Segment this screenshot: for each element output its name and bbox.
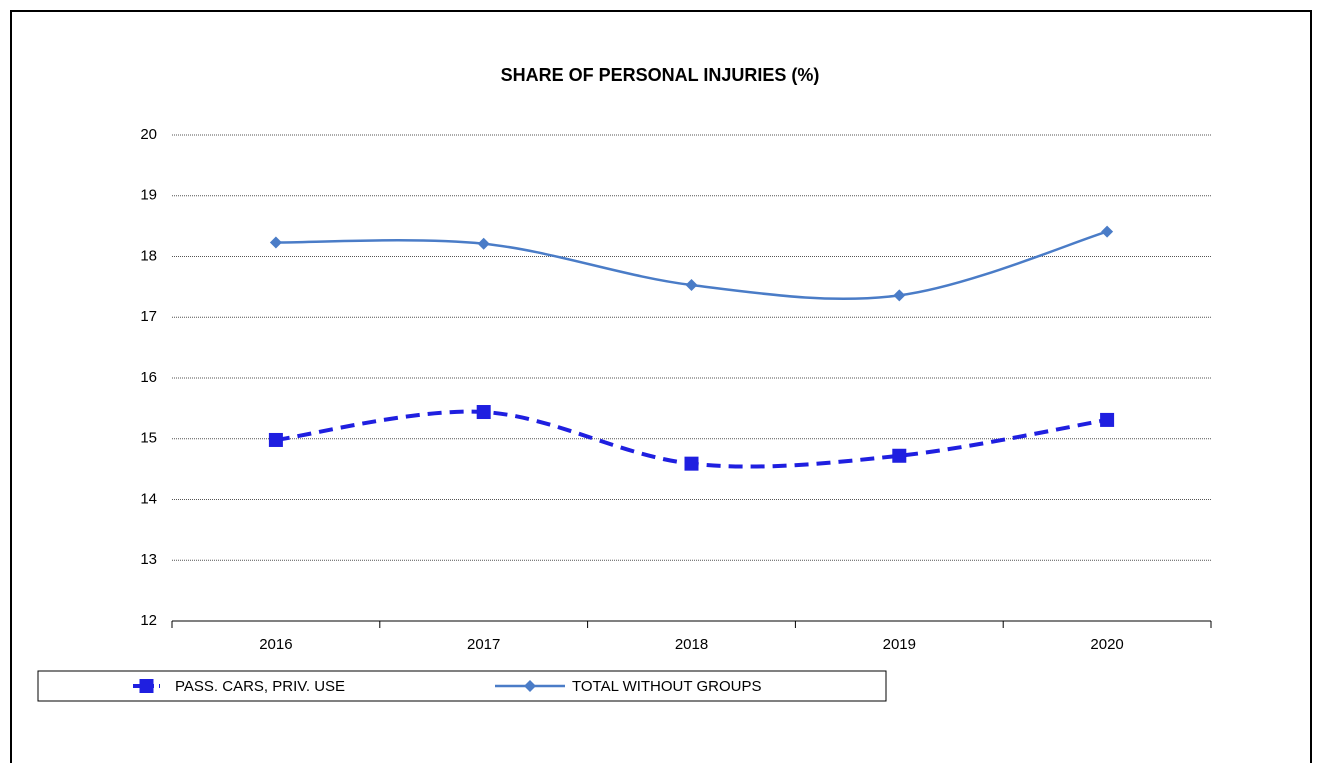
x-tick-label: 2016 <box>259 636 292 653</box>
marker <box>477 237 490 250</box>
x-tick-label: 2019 <box>883 636 916 653</box>
y-tick-label: 16 <box>140 369 157 386</box>
legend-label: TOTAL WITHOUT GROUPS <box>572 678 761 695</box>
y-tick-label: 18 <box>140 247 157 264</box>
marker <box>139 679 154 693</box>
marker <box>893 289 906 302</box>
x-tick-label: 2017 <box>467 636 500 653</box>
marker <box>685 279 698 292</box>
legend-box <box>37 670 887 702</box>
y-tick-label: 12 <box>140 612 157 629</box>
x-tick-label: 2020 <box>1090 636 1123 653</box>
y-tick-label: 15 <box>140 430 157 447</box>
y-tick-label: 19 <box>140 187 157 204</box>
x-tick-label: 2018 <box>675 636 708 653</box>
y-tick-label: 14 <box>140 490 157 507</box>
chart-frame <box>10 10 1312 768</box>
y-tick-label: 20 <box>140 126 157 143</box>
marker <box>524 680 536 692</box>
marker <box>269 236 282 249</box>
y-tick-label: 13 <box>140 551 157 568</box>
marker <box>476 405 491 420</box>
marker <box>1100 412 1115 427</box>
chart-title: SHARE OF PERSONAL INJURIES (%) <box>501 65 820 85</box>
legend-label: PASS. CARS, PRIV. USE <box>175 678 345 695</box>
marker <box>268 432 283 447</box>
marker <box>892 448 907 463</box>
y-tick-label: 17 <box>140 308 157 325</box>
marker <box>684 456 699 471</box>
marker <box>1101 225 1114 238</box>
